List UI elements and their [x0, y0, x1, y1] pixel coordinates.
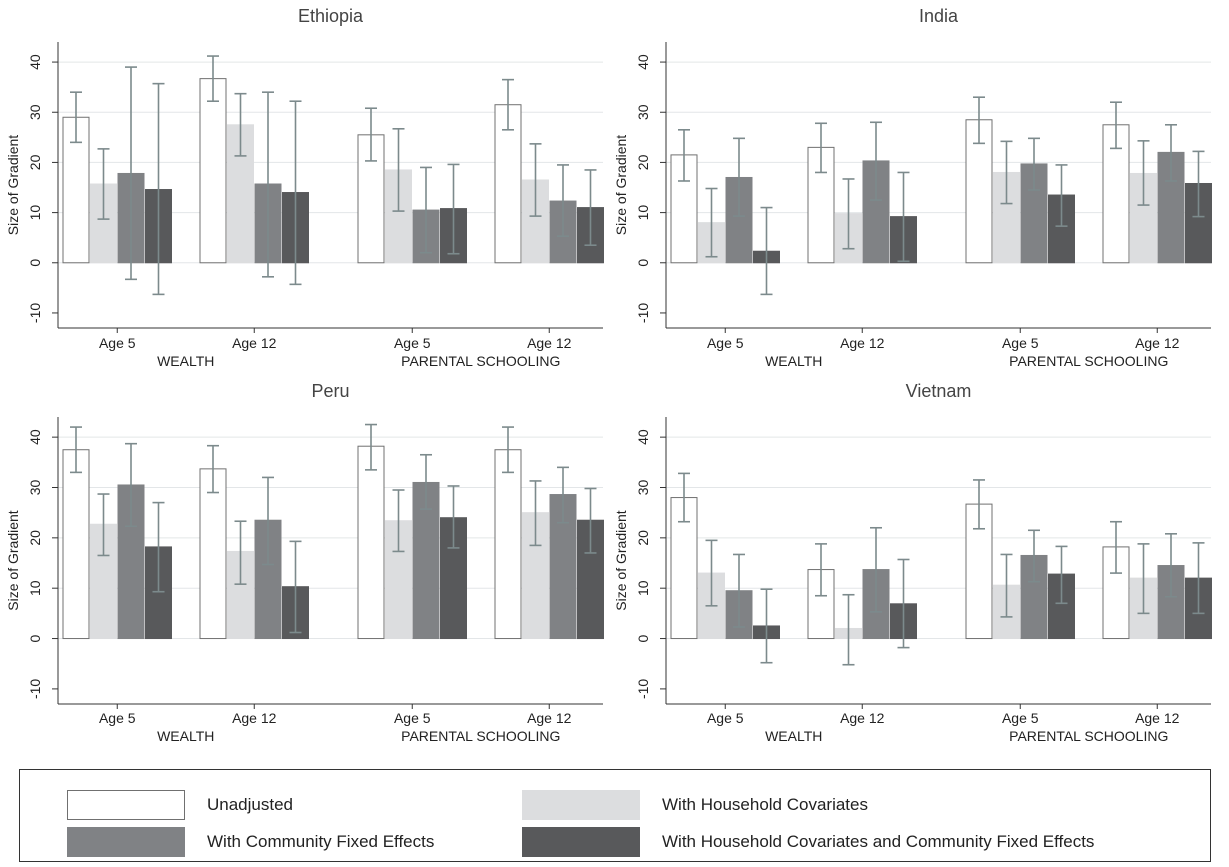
ethiopia-y-tick-label: 20: [27, 154, 43, 170]
ethiopia-y-tick-label: 30: [27, 104, 43, 120]
india-group-label: WEALTH: [765, 353, 822, 369]
legend-label-household-covariates: With Household Covariates: [662, 795, 868, 814]
peru-bar-age-12-unadjusted: [199, 468, 227, 640]
india-group-label: PARENTAL SCHOOLING: [1009, 353, 1168, 369]
peru-x-tick-label: Age 12: [527, 710, 572, 726]
ethiopia-group-label: PARENTAL SCHOOLING: [401, 353, 560, 369]
peru-y-tick-label: -10: [27, 679, 43, 699]
legend: Unadjusted With Household Covariates Wit…: [19, 769, 1211, 862]
legend-label-both-adjustments: With Household Covariates and Community …: [662, 832, 1095, 851]
vietnam-y-tick-label: 10: [635, 580, 651, 596]
legend-swatch-household-covariates: [522, 790, 640, 820]
peru-group-label: WEALTH: [157, 728, 214, 744]
india-x-tick-label: Age 5: [707, 335, 744, 351]
ethiopia-bar-age-12-unadjusted: [494, 104, 522, 264]
india-y-tick-label: -10: [635, 303, 651, 323]
vietnam-y-tick-label: 0: [635, 634, 651, 642]
india-x-tick-label: Age 12: [840, 335, 885, 351]
ethiopia-y-axis-label: Size of Gradient: [5, 135, 21, 235]
peru-y-tick-label: 0: [27, 634, 43, 642]
ethiopia-bar-age-12-unadjusted: [199, 78, 227, 264]
ethiopia-x-tick-label: Age 12: [527, 335, 572, 351]
vietnam-x-tick-label: Age 5: [1002, 710, 1039, 726]
peru-y-tick-label: 10: [27, 580, 43, 596]
vietnam-y-axis-label: Size of Gradient: [613, 510, 629, 610]
india-y-tick-label: 40: [635, 54, 651, 70]
peru-x-tick-label: Age 5: [99, 710, 136, 726]
vietnam-group-label: WEALTH: [765, 728, 822, 744]
legend-item-household-covariates: With Household Covariates: [522, 789, 868, 821]
vietnam-y-tick-label: 40: [635, 429, 651, 445]
legend-swatch-community-fixed-effects: [67, 827, 185, 857]
legend-swatch-unadjusted: [67, 790, 185, 820]
india-y-tick-label: 20: [635, 154, 651, 170]
india-panel-title: India: [919, 6, 959, 26]
peru-bar-age-12-unadjusted: [494, 449, 522, 640]
legend-label-unadjusted: Unadjusted: [207, 795, 294, 814]
india-y-tick-label: 0: [635, 259, 651, 267]
vietnam-x-tick-label: Age 5: [707, 710, 744, 726]
ethiopia-panel-title: Ethiopia: [298, 6, 364, 26]
india-y-axis-label: Size of Gradient: [613, 135, 629, 235]
peru-x-tick-label: Age 12: [232, 710, 277, 726]
ethiopia-y-tick-label: 10: [27, 205, 43, 221]
ethiopia-bar-age-5-unadjusted: [357, 134, 385, 264]
vietnam-panel-title: Vietnam: [906, 381, 972, 401]
ethiopia-y-tick-label: 0: [27, 259, 43, 267]
india-bar-age-12-unadjusted: [807, 146, 835, 264]
vietnam-group-label: PARENTAL SCHOOLING: [1009, 728, 1168, 744]
vietnam-y-tick-label: 30: [635, 479, 651, 495]
ethiopia-y-tick-label: -10: [27, 303, 43, 323]
india-y-tick-label: 10: [635, 205, 651, 221]
legend-item-both-adjustments: With Household Covariates and Community …: [522, 826, 1094, 858]
vietnam-y-tick-label: -10: [635, 679, 651, 699]
peru-y-tick-label: 20: [27, 530, 43, 546]
india-x-tick-label: Age 5: [1002, 335, 1039, 351]
ethiopia-x-tick-label: Age 12: [232, 335, 277, 351]
peru-group-label: PARENTAL SCHOOLING: [401, 728, 560, 744]
india-y-tick-label: 30: [635, 104, 651, 120]
vietnam-x-tick-label: Age 12: [1135, 710, 1180, 726]
vietnam-y-tick-label: 20: [635, 530, 651, 546]
peru-y-axis-label: Size of Gradient: [5, 510, 21, 610]
peru-bar-age-5-unadjusted: [62, 449, 90, 640]
peru-y-tick-label: 40: [27, 429, 43, 445]
ethiopia-x-tick-label: Age 5: [99, 335, 136, 351]
peru-y-tick-label: 30: [27, 479, 43, 495]
ethiopia-y-tick-label: 40: [27, 54, 43, 70]
legend-swatch-both-adjustments: [522, 827, 640, 857]
peru-bar-age-5-unadjusted: [357, 445, 385, 640]
legend-label-community-fixed-effects: With Community Fixed Effects: [207, 832, 435, 851]
india-x-tick-label: Age 12: [1135, 335, 1180, 351]
ethiopia-group-label: WEALTH: [157, 353, 214, 369]
ethiopia-bar-age-5-unadjusted: [62, 116, 90, 264]
vietnam-x-tick-label: Age 12: [840, 710, 885, 726]
ethiopia-x-tick-label: Age 5: [394, 335, 431, 351]
legend-item-community-fixed-effects: With Community Fixed Effects: [67, 826, 434, 858]
legend-item-unadjusted: Unadjusted: [67, 789, 293, 821]
peru-x-tick-label: Age 5: [394, 710, 431, 726]
peru-panel-title: Peru: [311, 381, 349, 401]
